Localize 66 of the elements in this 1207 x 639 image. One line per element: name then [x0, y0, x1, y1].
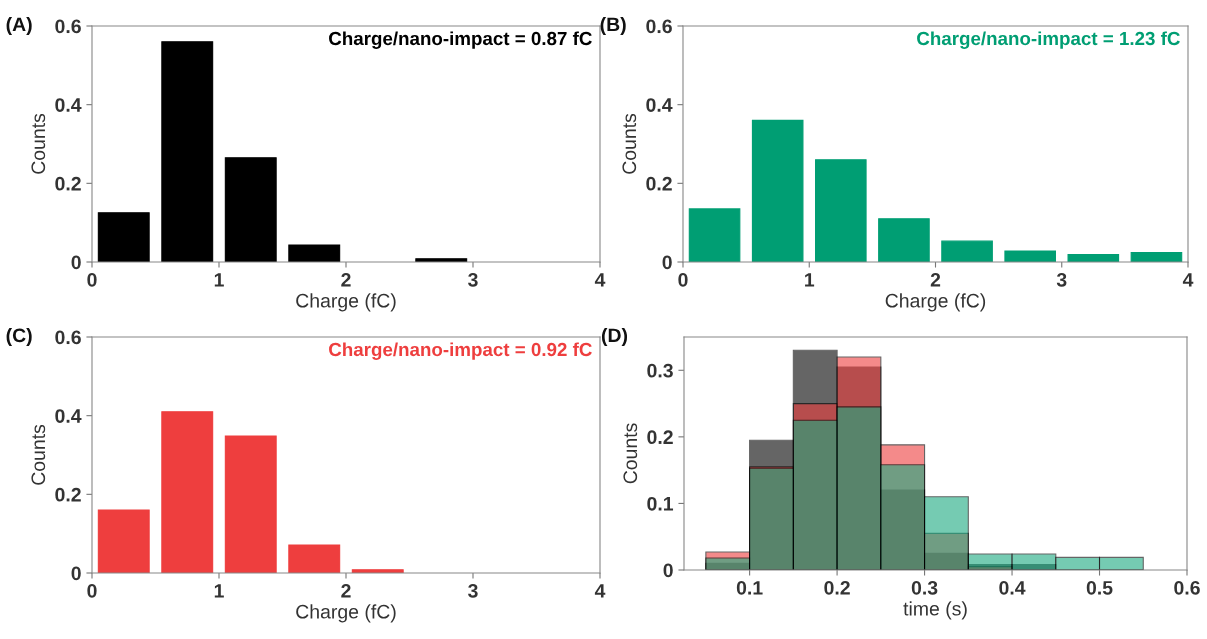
annotation: Charge/nano-impact = 1.23 fC	[917, 31, 1180, 49]
bar	[97, 212, 150, 262]
x-tick-label: 0.1	[736, 580, 763, 595]
x-tick-label: 3	[468, 272, 478, 287]
y-axis-title: Counts	[622, 113, 637, 174]
bar	[815, 159, 867, 262]
bar	[224, 435, 277, 573]
annotation: Charge/nano-impact = 0.92 fC	[329, 342, 592, 360]
y-tick-label: 0	[71, 566, 81, 581]
x-axis-title: time (s)	[903, 601, 967, 620]
bar	[288, 544, 341, 573]
x-tick-label: 0.6	[1174, 580, 1200, 595]
bar	[688, 208, 741, 262]
y-tick-label: 0.2	[55, 487, 81, 502]
y-tick-label: 0	[662, 255, 672, 270]
x-tick-label: 3	[468, 583, 478, 598]
x-axis-title: Charge (fC)	[296, 604, 396, 623]
x-tick-label: 3	[1056, 272, 1067, 287]
x-tick-label: 0.5	[1086, 580, 1113, 595]
x-tick-label: 0.2	[824, 580, 850, 595]
x-axis-title: Charge (fC)	[885, 293, 986, 312]
bar	[878, 218, 930, 262]
x-tick-label: 0.3	[911, 580, 938, 595]
bar	[288, 244, 341, 262]
bar	[161, 411, 214, 573]
x-tick-label: 4	[594, 273, 606, 287]
y-tick-label: 0.4	[55, 98, 82, 112]
x-tick-label: 2	[341, 583, 351, 598]
x-tick-label: 2	[930, 272, 941, 287]
y-tick-label: 0.3	[647, 363, 673, 378]
bar	[751, 119, 804, 262]
x-tick-label: 0.4	[999, 580, 1026, 595]
y-tick-label: 0	[663, 563, 673, 578]
y-tick-label: 0.2	[647, 430, 673, 445]
y-tick-label: 0.2	[55, 176, 81, 191]
y-tick-label: 0.2	[646, 176, 672, 191]
x-tick-label: 0	[678, 272, 688, 287]
x-tick-label: 4	[1182, 273, 1194, 287]
y-tick-label: 0.6	[55, 330, 81, 345]
y-tick-label: 0.1	[647, 496, 674, 511]
x-tick-label: 0	[87, 583, 97, 598]
bar	[97, 509, 150, 573]
bar	[161, 41, 214, 262]
chart-title: (B)	[600, 16, 626, 36]
y-axis-title: Counts	[623, 423, 638, 484]
y-axis-title: Counts	[31, 424, 46, 485]
x-tick-label: 4	[594, 584, 606, 598]
annotation: Charge/nano-impact = 0.87 fC	[329, 31, 592, 49]
bar	[1004, 250, 1056, 262]
chart-title: (C)	[6, 327, 32, 347]
x-tick-label: 1	[214, 584, 224, 598]
bar	[941, 240, 993, 262]
x-tick-label: 2	[341, 272, 351, 287]
y-tick-label: 0.6	[55, 19, 81, 34]
y-tick-label: 0.4	[55, 409, 82, 423]
y-tick-label: 0.4	[646, 98, 673, 112]
x-axis-title: Charge (fC)	[296, 293, 396, 312]
chart-title: (D)	[601, 327, 628, 347]
y-axis-title: Counts	[31, 113, 46, 174]
x-tick-label: 1	[214, 273, 224, 287]
bar	[224, 157, 277, 262]
chart-title: (A)	[6, 16, 32, 36]
y-tick-label: 0.6	[646, 19, 672, 34]
x-tick-label: 0	[87, 272, 97, 287]
x-tick-label: 1	[805, 273, 815, 287]
y-tick-label: 0	[71, 255, 81, 270]
